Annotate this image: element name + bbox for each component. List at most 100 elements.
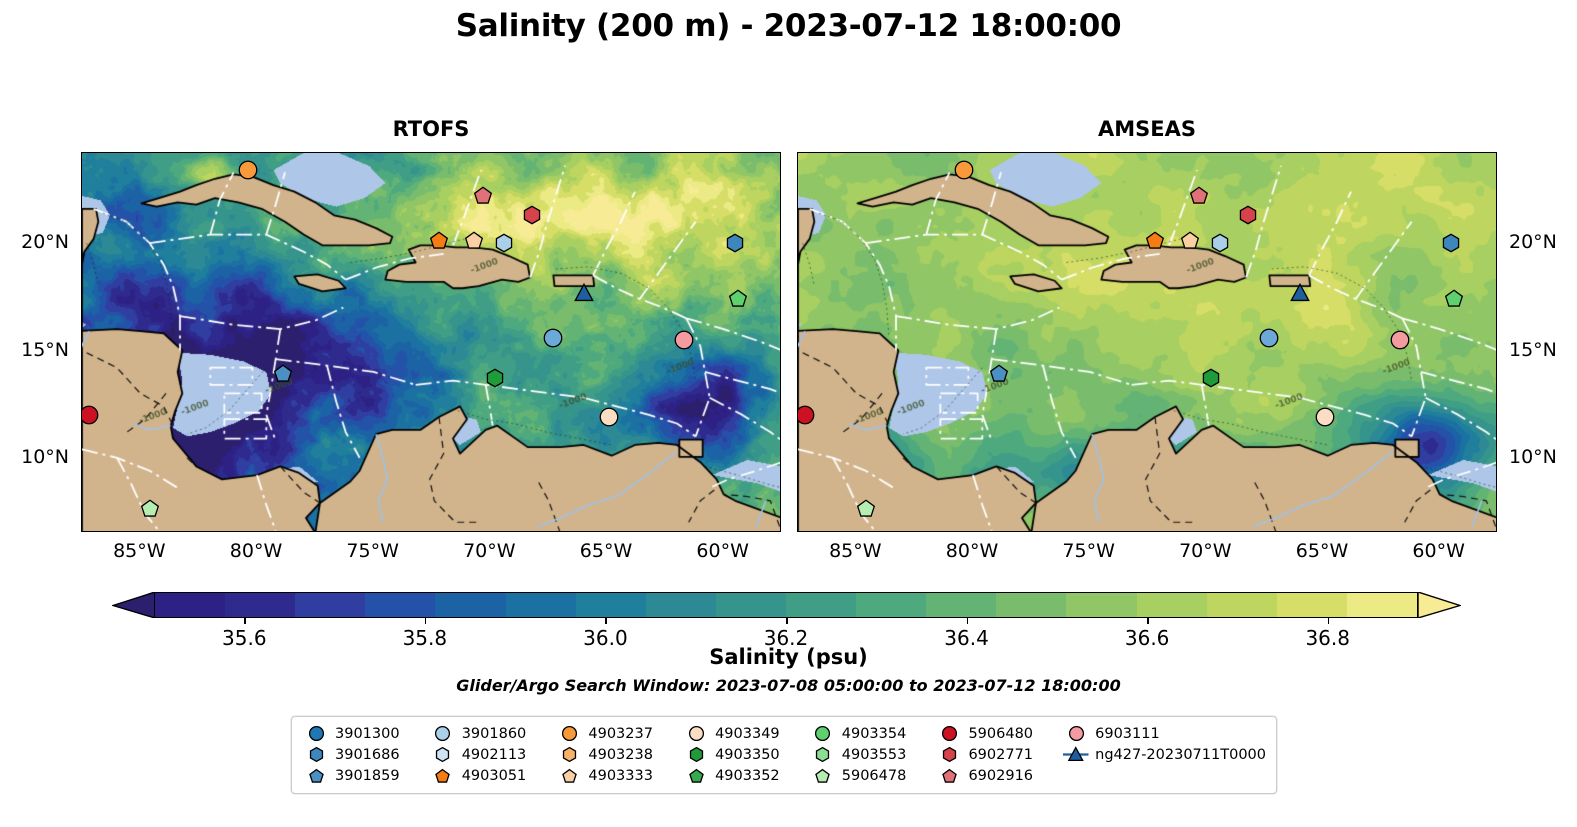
legend-item-label: 6902771 (968, 746, 1034, 763)
colorbar-segment (295, 593, 366, 617)
panel-title-rtofs: RTOFS (392, 117, 470, 141)
legend-item-3901300[interactable]: 3901300 (304, 723, 431, 744)
legend-marker-icon (811, 768, 835, 784)
legend-item-label: 6902916 (968, 768, 1034, 785)
map-marker-6902916[interactable] (474, 186, 493, 205)
map-marker-6903111[interactable] (1390, 330, 1410, 350)
legend-item-4903237[interactable]: 4903237 (557, 723, 684, 744)
map-marker-4903051[interactable] (429, 231, 449, 251)
map-marker-3901860[interactable] (495, 233, 514, 253)
map-marker-3901300[interactable] (1259, 328, 1279, 348)
legend-item-label: 4903553 (841, 746, 907, 763)
legend-marker-icon (811, 747, 835, 763)
axis-ticks-amseas: 85°W 80°W 75°W 70°W 65°W 60°W 20°N 15°N 10°N (797, 152, 1557, 562)
axis-ticks-rtofs: 85°W 80°W 75°W 70°W 65°W 60°W 20°N 15°N 10°N (21, 152, 781, 562)
colorbar-tick-label: 36.4 (944, 626, 989, 650)
colorbar-segment (715, 593, 786, 617)
x-tick-label: 80°W (229, 540, 283, 562)
x-tick-label: 75°W (346, 540, 399, 562)
legend-item-label: 3901860 (461, 725, 527, 742)
map-marker-6902771[interactable] (523, 205, 542, 225)
colorbar-segment (785, 593, 857, 617)
legend-item-4903238[interactable]: 4903238 (557, 744, 684, 765)
legend-marker-icon (937, 726, 961, 742)
map-marker-5906480[interactable] (798, 405, 815, 425)
map-frame-rtofs[interactable] (81, 152, 781, 532)
map-marker-4903349[interactable] (599, 407, 619, 427)
legend-item-3901686[interactable]: 3901686 (304, 744, 431, 765)
colorbar-segment (1066, 593, 1137, 617)
legend-item-3901860[interactable]: 3901860 (431, 723, 558, 744)
legend-marker-icon (684, 768, 708, 784)
map-marker-3901686[interactable] (726, 233, 745, 253)
colorbar-tick-label: 36.8 (1305, 626, 1350, 650)
legend-item-label: 4902113 (461, 746, 527, 763)
colorbar-segment (856, 593, 927, 617)
legend-item-label: 4903350 (715, 746, 780, 763)
map-marker-3901860[interactable] (1211, 233, 1230, 253)
colorbar-axis-label: Salinity (psu) (709, 645, 868, 669)
map-marker-ng427[interactable] (573, 282, 594, 302)
legend-item-4903333[interactable]: 4903333 (557, 766, 684, 787)
x-tick-label: 70°W (463, 540, 516, 562)
x-tick-label: 80°W (945, 540, 999, 562)
legend-item-ng427-20230711T0000[interactable]: ng427-20230711T0000 (1063, 744, 1266, 765)
map-marker-6903111[interactable] (674, 330, 694, 350)
legend-item-6902771[interactable]: 6902771 (937, 744, 1064, 765)
colorbar-tick-label: 35.6 (222, 626, 267, 650)
map-marker-3901859[interactable] (989, 364, 1008, 384)
colorbar-tick (244, 618, 246, 624)
legend-item-5906480[interactable]: 5906480 (937, 723, 1064, 744)
legend-item-6902916[interactable]: 6902916 (937, 766, 1064, 787)
legend-item-label: 6903111 (1095, 725, 1160, 742)
legend-item-5906478[interactable]: 5906478 (811, 766, 938, 787)
colorbar-segment (926, 593, 997, 617)
map-marker-4903349[interactable] (1315, 407, 1335, 427)
legend-item-4903349[interactable]: 4903349 (684, 723, 811, 744)
legend-marker-icon (1064, 726, 1088, 742)
legend-item-4903352[interactable]: 4903352 (684, 766, 811, 787)
map-marker-6902771[interactable] (1239, 205, 1258, 225)
map-marker-4903051[interactable] (1145, 231, 1165, 251)
legend-item-label: 3901859 (335, 768, 400, 785)
map-marker-4903237[interactable] (238, 160, 258, 180)
legend-marker-icon (557, 768, 581, 784)
map-marker-4903350[interactable] (486, 368, 505, 388)
y-tick-label: 10°N (21, 445, 69, 468)
colorbar-segment (1346, 593, 1417, 617)
map-marker-3901686[interactable] (1442, 233, 1461, 253)
map-marker-4903350[interactable] (1202, 368, 1221, 388)
map-marker-5906478[interactable] (140, 499, 159, 519)
legend-item-6903111[interactable]: 6903111 (1064, 723, 1266, 744)
legend-item-3901859[interactable]: 3901859 (304, 766, 431, 787)
map-marker-6902916[interactable] (1190, 186, 1209, 205)
legend-item-4903553[interactable]: 4903553 (811, 744, 938, 765)
legend-marker-icon (431, 768, 455, 784)
map-marker-3901300[interactable] (543, 328, 563, 348)
legend-item-label: 4903354 (841, 725, 907, 742)
x-tick-label: 65°W (1295, 540, 1349, 562)
legend-marker-icon (431, 747, 455, 763)
map-marker-4903354[interactable] (728, 289, 747, 308)
map-marker-3901859[interactable] (273, 364, 292, 384)
legend-item-4902113[interactable]: 4902113 (431, 744, 558, 765)
colorbar-tick (424, 618, 427, 624)
map-frame-amseas[interactable] (797, 152, 1497, 532)
colorbar-segment (505, 593, 576, 617)
map-marker-4903237[interactable] (954, 160, 974, 180)
legend-item-4903354[interactable]: 4903354 (811, 723, 938, 744)
legend-marker-icon (811, 726, 835, 742)
colorbar-segment (1136, 593, 1207, 617)
legend-item-4903350[interactable]: 4903350 (684, 744, 811, 765)
map-marker-4903333[interactable] (1180, 231, 1200, 251)
panel-title-amseas: AMSEAS (1098, 117, 1196, 141)
map-marker-4903333[interactable] (464, 231, 484, 251)
colorbar-segment (225, 593, 296, 617)
map-marker-4903354[interactable] (1444, 289, 1463, 308)
legend-item-4903051[interactable]: 4903051 (431, 766, 558, 787)
page-title: Salinity (200 m) - 2023-07-12 18:00:00 (455, 8, 1122, 44)
map-marker-5906478[interactable] (856, 499, 875, 519)
colorbar-extend-min (110, 591, 156, 619)
map-marker-ng427[interactable] (1289, 282, 1310, 302)
map-marker-5906480[interactable] (82, 405, 99, 425)
